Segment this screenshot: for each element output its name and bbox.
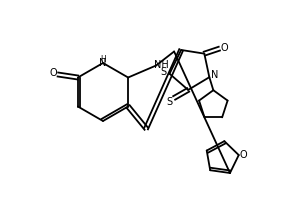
Text: O: O: [220, 43, 228, 53]
Text: S: S: [160, 67, 166, 77]
Text: O: O: [49, 68, 57, 78]
Text: O: O: [240, 150, 247, 160]
Text: H: H: [100, 54, 106, 64]
Text: S: S: [166, 97, 172, 107]
Text: N: N: [211, 70, 218, 80]
Text: N: N: [99, 58, 107, 68]
Text: NH: NH: [154, 60, 169, 70]
